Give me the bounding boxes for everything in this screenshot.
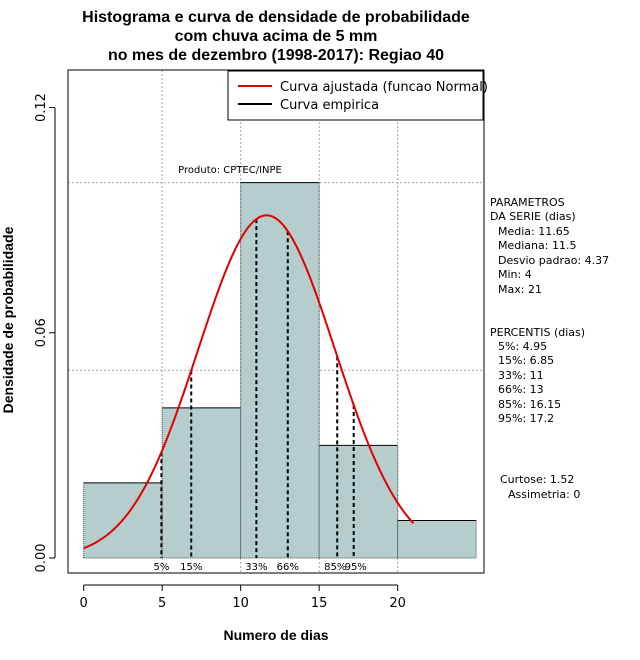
percentile-label-4: 85% <box>324 562 346 573</box>
percentile-label-2: 33% <box>245 562 267 573</box>
histogram-bar-2 <box>240 182 320 558</box>
curtose-text: Curtose: 1.52 <box>500 473 574 486</box>
chart-title-line-1: Histograma e curva de densidade de proba… <box>82 9 470 26</box>
histogram-bar-4 <box>397 520 477 558</box>
param-mediana: Mediana: 11.5 <box>498 239 576 252</box>
legend-label-normal: Curva ajustada (funcao Normal) <box>280 80 488 95</box>
percentil-5: 5%: 4.95 <box>498 340 547 353</box>
y-axis-label: Densidade de probabilidade <box>0 226 16 413</box>
param-desvio: Desvio padrao: 4.37 <box>498 254 609 267</box>
source-note: Produto: CPTEC/INPE <box>178 165 282 176</box>
x-tick-label-3: 15 <box>311 596 328 611</box>
percentile-label-5: 95% <box>345 562 367 573</box>
axes-layer: 0.00 0.06 0.12 0 5 10 15 20 <box>34 93 406 611</box>
chart-title-line-3: no mes de dezembro (1998-2017): Regiao 4… <box>108 47 444 64</box>
y-tick-label-2: 0.12 <box>34 93 49 122</box>
percentil-15: 15%: 6.85 <box>498 354 554 367</box>
curve-layer <box>83 214 415 550</box>
percentis-header: PERCENTIS (dias) <box>490 326 585 339</box>
histogram-bar-1 <box>162 407 241 558</box>
percentil-66: 66%: 13 <box>498 383 544 396</box>
param-media: Media: 11.65 <box>498 225 570 238</box>
percentile-label-3: 66% <box>277 562 299 573</box>
plot-frame <box>67 69 485 574</box>
legend-label-empirical: Curva empirica <box>280 98 379 113</box>
chart-title-line-2: com chuva acima de 5 mm <box>175 28 378 45</box>
percentile-layer: 5% 15% 33% 66% 85%95% <box>153 219 367 573</box>
x-tick-label-0: 0 <box>80 596 88 611</box>
params-header-1: PARAMETROS <box>490 196 565 209</box>
params-header-2: DA SERIE (dias) <box>490 210 576 223</box>
percentil-33: 33%: 11 <box>498 369 544 382</box>
x-axis-label: Numero de dias <box>223 627 328 643</box>
percentil-85: 85%: 16.15 <box>498 398 561 411</box>
percentil-95: 95%: 17.2 <box>498 412 554 425</box>
y-tick-label-0: 0.00 <box>34 544 49 573</box>
legend: Curva ajustada (funcao Normal) Curva emp… <box>227 70 488 121</box>
assimetria-text: Assimetria: 0 <box>508 488 580 501</box>
legend-box <box>227 70 484 121</box>
param-max: Max: 21 <box>498 283 542 296</box>
percentile-label-1: 15% <box>180 562 202 573</box>
normal-curve <box>83 214 415 550</box>
y-tick-label-1: 0.06 <box>34 318 49 347</box>
param-min: Min: 4 <box>498 268 532 281</box>
x-tick-label-4: 20 <box>389 596 406 611</box>
percentile-label-0: 5% <box>153 562 169 573</box>
parameters-panel: PARAMETROS DA SERIE (dias) Media: 11.65 … <box>490 196 609 501</box>
x-tick-label-2: 10 <box>232 596 249 611</box>
x-tick-label-1: 5 <box>158 596 166 611</box>
bars-layer <box>83 182 477 559</box>
histogram-bar-3 <box>319 445 398 558</box>
